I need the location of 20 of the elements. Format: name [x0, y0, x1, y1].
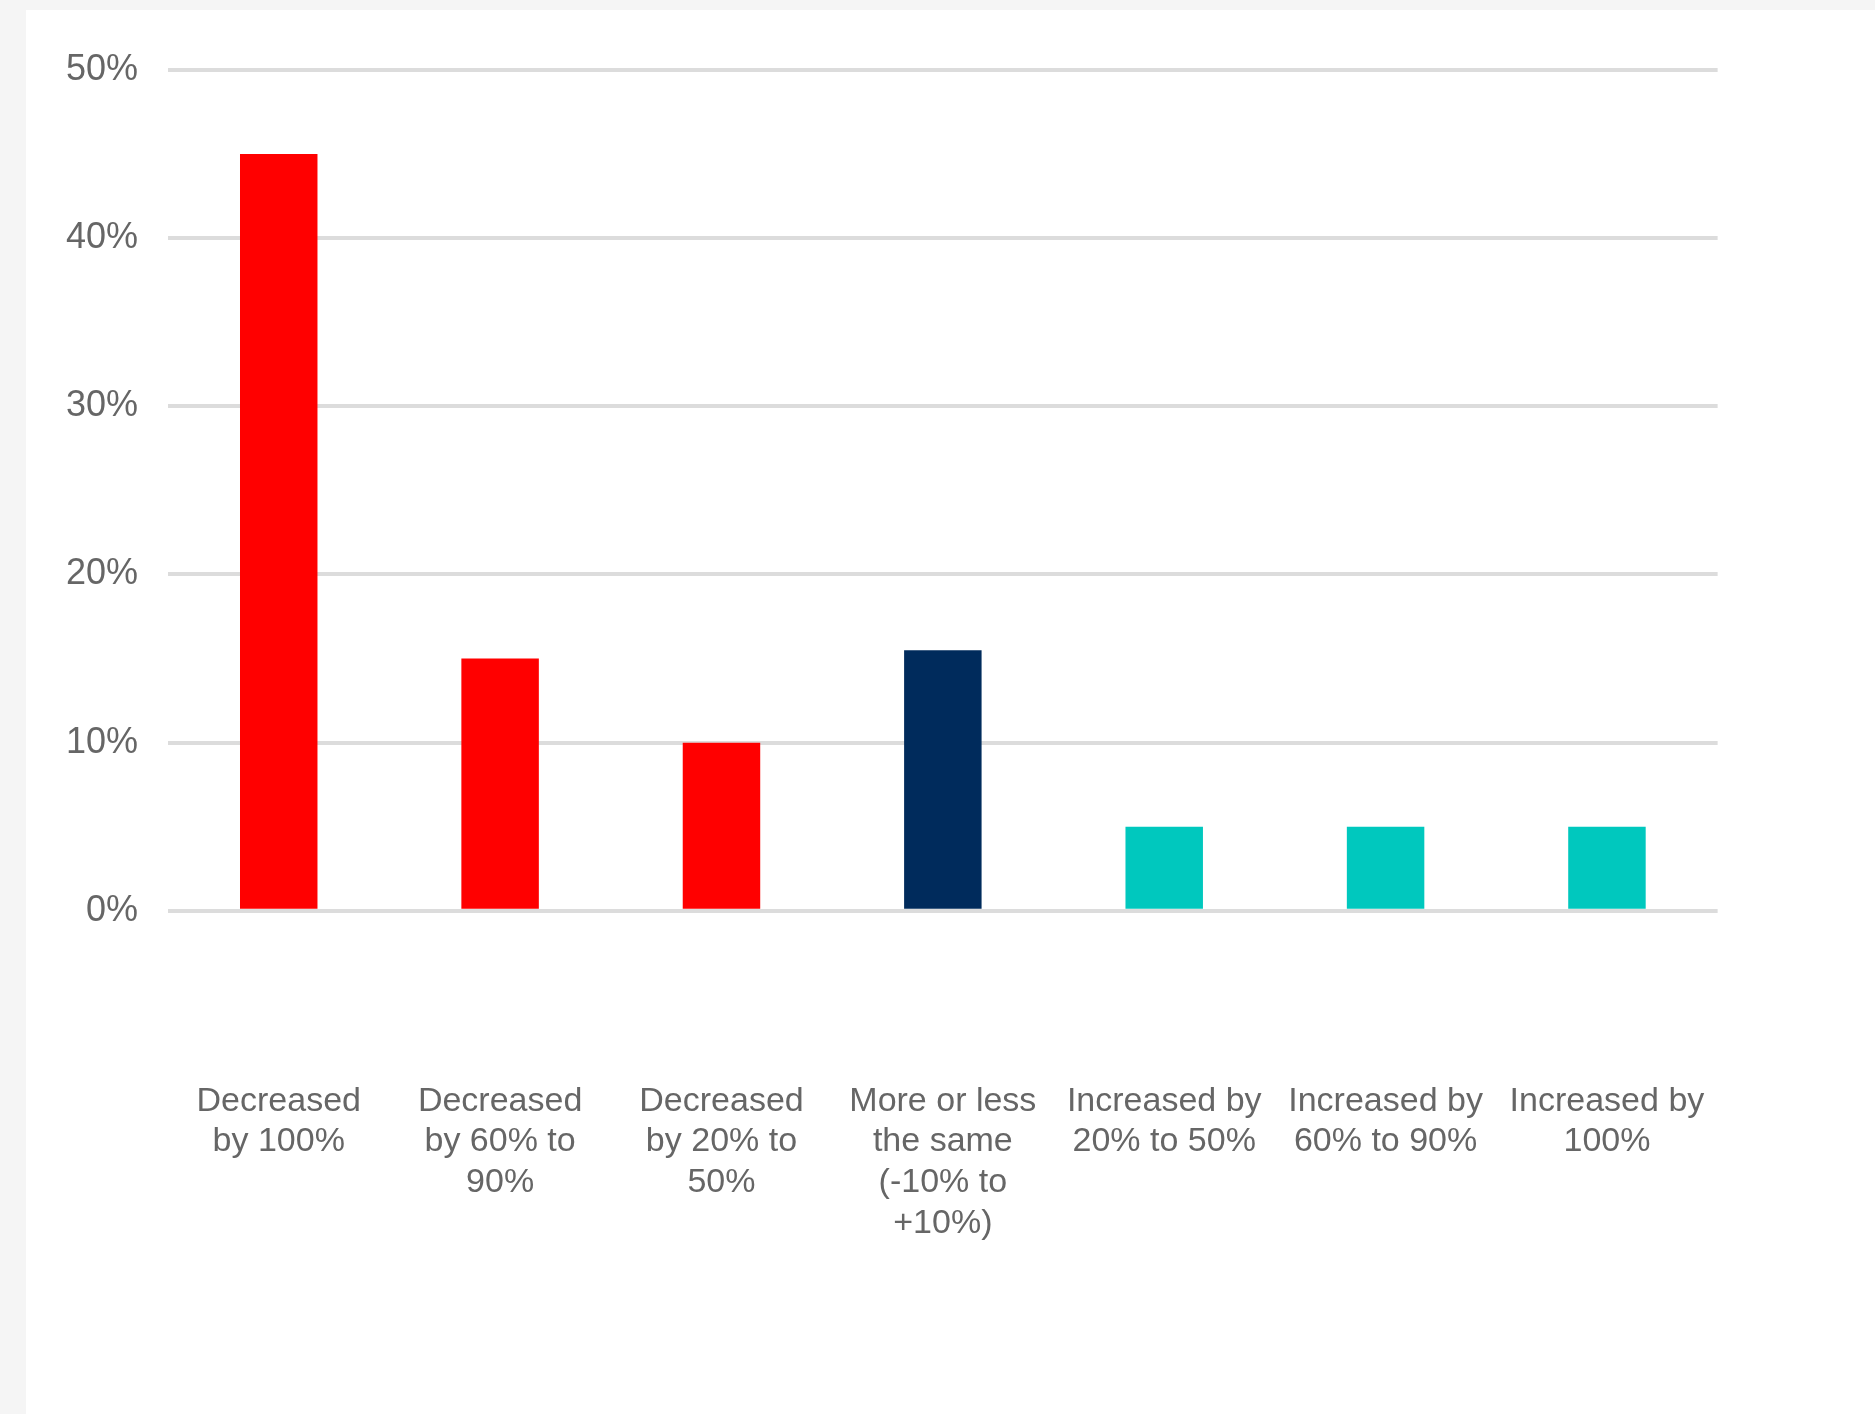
y-tick-label: 50%	[65, 46, 139, 88]
x-tick-label: Decreased by 60% to 90%	[417, 1079, 583, 1200]
bar	[682, 742, 761, 909]
y-tick-label: 40%	[65, 215, 139, 257]
bar	[1568, 826, 1646, 909]
bar	[1346, 826, 1425, 909]
bar	[461, 658, 539, 909]
y-tick-label: 20%	[65, 551, 139, 593]
y-tick-label: 0%	[86, 887, 139, 929]
x-tick-label: Decreased by 100%	[196, 1079, 361, 1159]
x-tick-label: Increased by 20% to 50%	[1066, 1079, 1262, 1159]
y-tick-label: 10%	[65, 719, 139, 761]
bar	[1125, 826, 1203, 909]
bar	[240, 154, 318, 909]
x-tick-label: Increased by 60% to 90%	[1288, 1079, 1483, 1159]
bar	[904, 650, 982, 909]
x-tick-label: Increased by 100%	[1509, 1079, 1705, 1159]
x-tick-label: More or less the same (-10% to +10%)	[849, 1079, 1037, 1240]
y-tick-label: 30%	[65, 383, 139, 425]
x-tick-label: Decreased by 20% to 50%	[639, 1079, 804, 1200]
